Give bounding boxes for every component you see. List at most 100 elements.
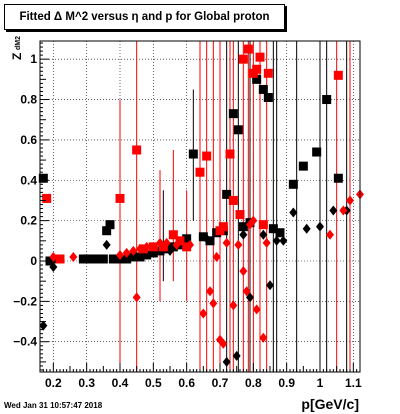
data-point — [148, 242, 158, 252]
y-axis-label: Z dM2 — [2, 36, 24, 74]
x-tick-label: 0.7 — [212, 376, 229, 390]
data-point — [333, 173, 343, 183]
x-tick-label: 0.4 — [112, 376, 129, 390]
x-axis-label: p[GeV/c] — [301, 396, 359, 412]
data-point — [259, 229, 268, 240]
data-point — [198, 232, 208, 242]
data-point — [333, 70, 343, 80]
y-tick-label: 0.4 — [20, 173, 37, 187]
data-point — [162, 237, 171, 248]
data-point — [243, 44, 253, 54]
data-point — [158, 242, 168, 252]
data-point — [85, 254, 95, 264]
data-point — [39, 320, 48, 331]
timestamp: Wed Jan 31 10:57:47 2018 — [4, 401, 103, 410]
data-point — [212, 251, 221, 262]
data-point — [222, 189, 232, 199]
data-point — [55, 254, 65, 264]
y-axis-label-subscript: dM2 — [15, 36, 22, 50]
data-point — [312, 147, 322, 157]
data-point — [268, 224, 278, 234]
data-point — [92, 254, 102, 264]
data-point — [166, 245, 174, 256]
data-point — [132, 145, 142, 155]
data-point — [252, 64, 262, 74]
x-tick-label: 1 — [317, 376, 324, 390]
data-point — [262, 237, 271, 248]
chart-title: Fitted Δ M^2 versus η and p for Global p… — [4, 4, 285, 30]
data-point — [288, 179, 298, 189]
data-point — [239, 229, 248, 240]
data-point — [279, 235, 288, 246]
data-point — [302, 223, 311, 234]
data-point — [199, 308, 208, 319]
data-point — [168, 230, 178, 240]
y-tick-label: −0.4 — [13, 335, 37, 349]
data-point — [142, 241, 151, 252]
data-point — [233, 125, 243, 135]
data-point — [102, 239, 111, 250]
data-point — [239, 266, 248, 277]
data-point — [298, 161, 308, 171]
data-point — [346, 195, 354, 206]
data-point — [252, 304, 261, 315]
data-point — [136, 243, 144, 254]
data-point — [228, 195, 238, 205]
data-point — [116, 249, 124, 260]
data-point — [38, 173, 48, 183]
data-point — [246, 292, 254, 303]
y-tick-label: 0.6 — [20, 133, 37, 147]
data-point — [255, 52, 265, 62]
data-point — [108, 254, 118, 264]
x-tick-label: 0.6 — [178, 376, 195, 390]
data-point — [326, 229, 334, 240]
data-point — [105, 220, 115, 230]
x-tick-label: 0.9 — [278, 376, 295, 390]
y-tick-label: 0 — [30, 254, 37, 268]
data-point — [115, 193, 125, 203]
data-point — [263, 93, 273, 103]
data-point — [219, 338, 228, 349]
data-point — [232, 350, 241, 361]
x-tick-label: 0.3 — [78, 376, 95, 390]
data-point — [258, 84, 268, 94]
y-tick-label: 1 — [30, 52, 37, 66]
data-point — [195, 167, 205, 177]
data-point — [132, 292, 141, 303]
data-point — [168, 242, 178, 252]
data-point — [102, 226, 112, 236]
data-point — [238, 222, 248, 232]
data-point — [322, 95, 332, 105]
data-point — [222, 237, 231, 248]
data-point — [228, 109, 238, 119]
data-point — [49, 251, 58, 262]
data-point — [128, 252, 138, 262]
y-tick-label: 0.2 — [20, 214, 37, 228]
data-point — [78, 254, 88, 264]
data-point — [49, 262, 58, 273]
data-point — [129, 245, 138, 256]
x-tick-label: 1.1 — [345, 376, 362, 390]
y-tick-label: 0.8 — [20, 93, 37, 107]
chart-title-text: Fitted Δ M^2 versus η and p for Global p… — [19, 11, 270, 23]
data-point — [259, 332, 268, 343]
data-point — [249, 215, 258, 226]
data-point — [238, 54, 248, 64]
data-point — [222, 356, 231, 367]
data-point — [202, 151, 212, 161]
data-point — [272, 235, 281, 246]
data-point — [156, 237, 164, 248]
data-point — [202, 233, 211, 244]
data-point — [275, 228, 285, 238]
data-point — [316, 221, 324, 232]
data-point — [225, 149, 235, 159]
data-point — [205, 236, 215, 246]
data-point — [235, 210, 245, 220]
x-tick-label: 0.8 — [245, 376, 262, 390]
y-axis-label-main: Z — [10, 52, 24, 60]
data-point — [188, 149, 198, 159]
data-point — [209, 298, 218, 309]
data-point — [218, 222, 228, 232]
data-point — [329, 205, 338, 216]
